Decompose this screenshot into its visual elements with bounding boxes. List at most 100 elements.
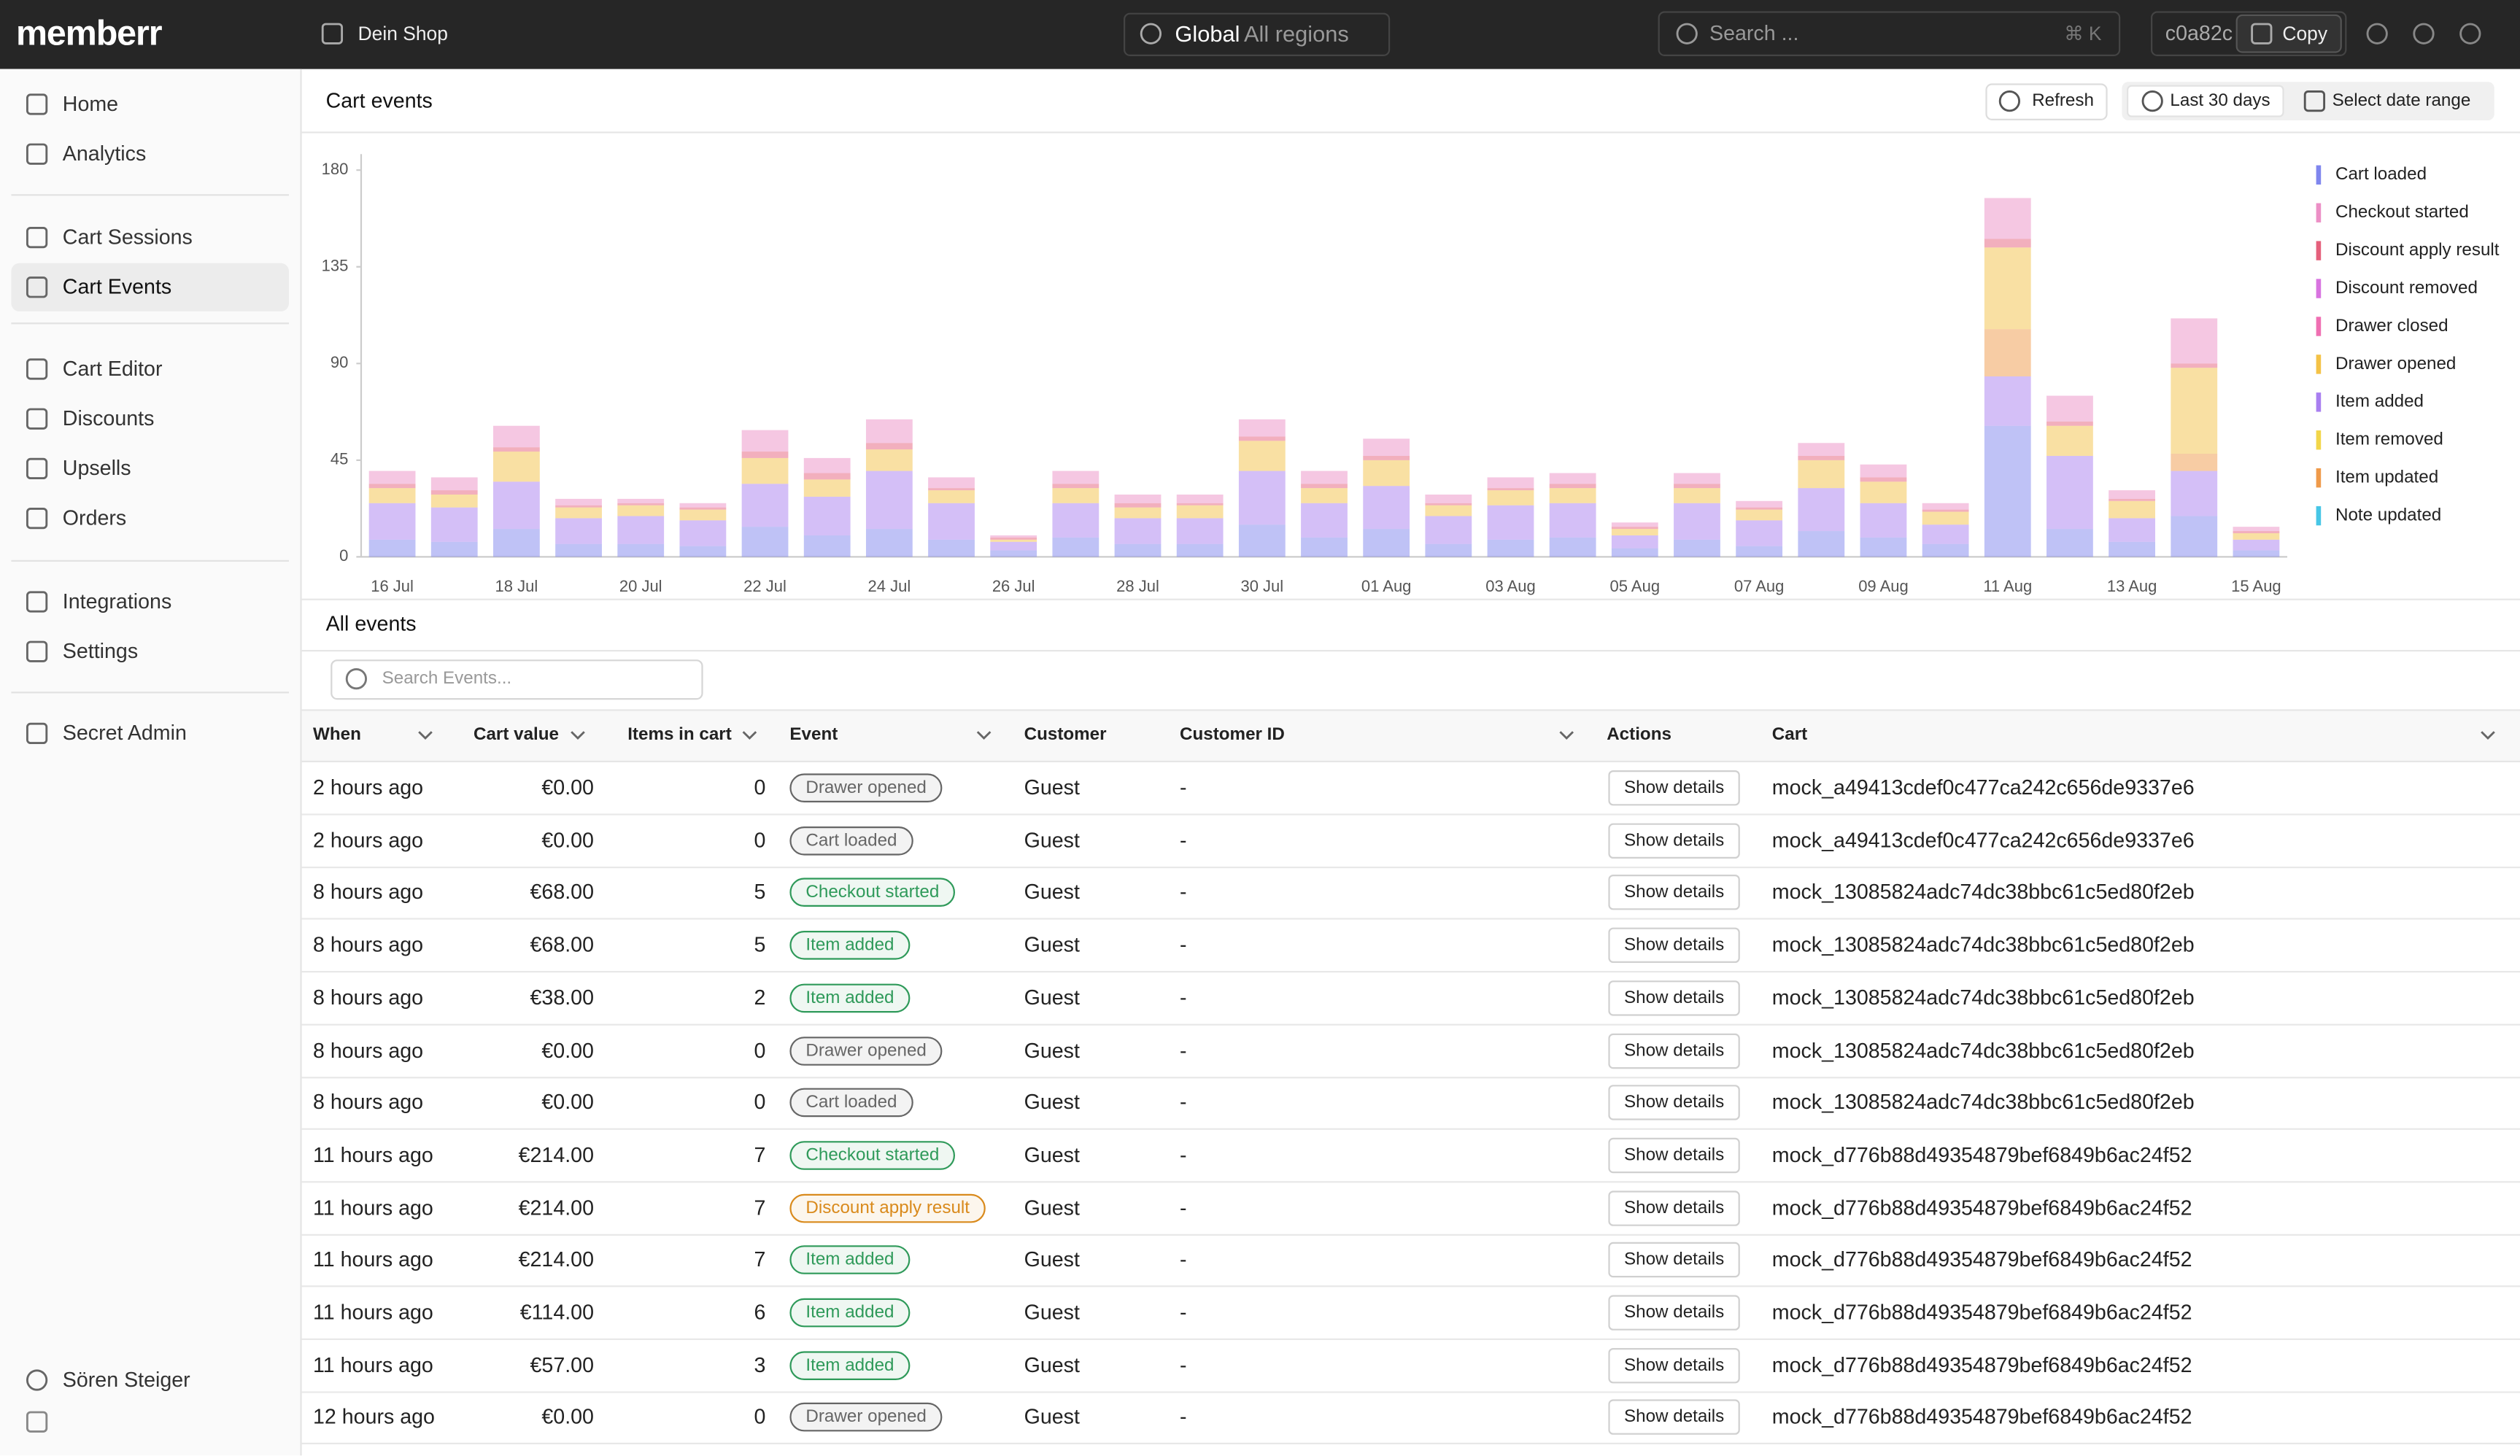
bar-segment [1301,471,1348,484]
details-button[interactable]: Show details [1608,1400,1740,1436]
nav-separator [11,322,290,325]
toolbar-border [301,131,2520,133]
nav-item[interactable]: Secret Admin [62,720,187,745]
bar-segment [1425,516,1472,544]
x-tick-label: 28 Jul [1116,577,1159,595]
legend-swatch [2316,317,2322,336]
search-box[interactable] [1658,11,2121,56]
copy-button[interactable] [2235,14,2342,53]
bar-segment [1611,522,1658,527]
details-button[interactable]: Show details [1608,1347,1740,1383]
refresh-text: Refresh [2032,91,2094,111]
bar-segment [741,430,789,452]
column-header[interactable]: Actions [1607,725,1671,745]
bar-segment [2109,490,2155,499]
bar-segment [2046,425,2093,456]
bar-segment [1984,198,2031,239]
x-tick-label: 20 Jul [619,577,662,595]
range-active[interactable] [2127,85,2284,117]
nav-separator [11,194,290,196]
details-button[interactable]: Show details [1608,1085,1740,1121]
cell-items: 0 [754,1090,766,1115]
cell-customer-id: - [1180,1195,1187,1220]
sort-chevron [2481,731,2495,740]
bar-segment [679,503,727,508]
details-button[interactable]: Show details [1608,980,1740,1016]
cell-value: €114.00 [519,1300,594,1324]
section-border [301,650,2520,652]
column-header[interactable]: Cart value [474,725,560,745]
x-tick-label: 15 Aug [2231,577,2281,595]
cell-customer-id: - [1180,1404,1187,1429]
select-text[interactable]: Select date range [2332,91,2471,111]
refresh-button[interactable] [1985,83,2108,120]
bar-segment [1736,507,1783,510]
details-button[interactable]: Show details [1608,927,1740,964]
details-button[interactable]: Show details [1608,770,1740,806]
nav-item[interactable]: Cart Events [62,274,172,299]
cell-customer: Guest [1024,1090,1080,1115]
column-header[interactable]: Event [789,725,838,745]
nav-item[interactable]: Discounts [62,406,155,430]
bar-segment [1549,537,1596,557]
bar-segment [430,541,478,557]
bar-segment [1176,494,1224,503]
row-border [301,1076,2520,1078]
column-header[interactable]: Customer [1024,725,1107,745]
search-shortcut: ⌘ K [2064,22,2102,45]
bar-segment [741,484,789,527]
collapse-icon [26,1411,48,1433]
cell-items: 7 [754,1142,766,1167]
cell-cart: mock_13085824adc74dc38bbc61c5ed80f2eb [1771,1090,2195,1115]
bar-segment [1674,539,1720,557]
legend-swatch [2316,355,2322,374]
bar-segment [679,520,727,546]
bar-segment [1674,488,1720,503]
nav-item[interactable]: Home [62,91,119,116]
cell-customer: Guest [1024,1195,1080,1220]
column-header[interactable]: Items in cart [627,725,732,745]
details-button[interactable]: Show details [1608,1190,1740,1225]
event-badge: Item added [789,1298,911,1328]
nav-item[interactable]: Orders [62,506,127,530]
nav-item[interactable]: Analytics [62,141,147,166]
nav-item[interactable]: Cart Editor [62,356,163,381]
bar-segment [1611,527,1658,530]
bar-segment [1176,518,1224,544]
legend-label: Drawer opened [2335,354,2456,373]
cell-customer-id: - [1180,1352,1187,1376]
bar-segment [1860,537,1907,557]
cell-customer-id: - [1180,827,1187,852]
details-button[interactable]: Show details [1608,1032,1740,1069]
bar-segment [990,537,1037,540]
region-pill[interactable] [1124,12,1391,57]
column-header[interactable]: Customer ID [1180,725,1285,745]
search-text: Search ... [1709,20,1799,45]
cell-cart: mock_d776b88d49354879bef6849b6ac24f52 [1771,1352,2192,1376]
legend-swatch [2316,241,2322,260]
details-button[interactable]: Show details [1608,875,1740,911]
details-button[interactable]: Show details [1608,1242,1740,1278]
cell-customer: Guest [1024,1142,1080,1167]
nav-item[interactable]: Upsells [62,455,131,480]
sort-chevron [571,731,585,740]
details-button[interactable]: Show details [1608,822,1740,859]
y-tick-label: 45 [331,450,348,468]
cell-items: 7 [754,1195,766,1220]
x-tick-label: 07 Aug [1734,577,1785,595]
column-header[interactable]: When [313,725,361,745]
details-button[interactable]: Show details [1608,1137,1740,1173]
bar-segment [1425,543,1472,557]
bar-segment [368,488,416,503]
cell-value: €0.00 [541,827,594,852]
nav-item[interactable]: Cart Sessions [62,225,193,249]
details-button[interactable]: Show details [1608,1295,1740,1331]
bar-segment [368,539,416,557]
bar-segment [555,507,602,519]
nav-item[interactable]: Settings [62,638,139,663]
events-search[interactable] [331,659,703,700]
column-header[interactable]: Cart [1771,725,1808,745]
bar-segment [617,516,665,544]
globe-icon [1140,23,1162,44]
nav-item[interactable]: Integrations [62,589,172,613]
